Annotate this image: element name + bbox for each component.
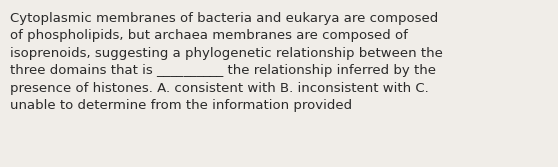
Text: Cytoplasmic membranes of bacteria and eukarya are composed
of phospholipids, but: Cytoplasmic membranes of bacteria and eu… — [10, 12, 443, 112]
